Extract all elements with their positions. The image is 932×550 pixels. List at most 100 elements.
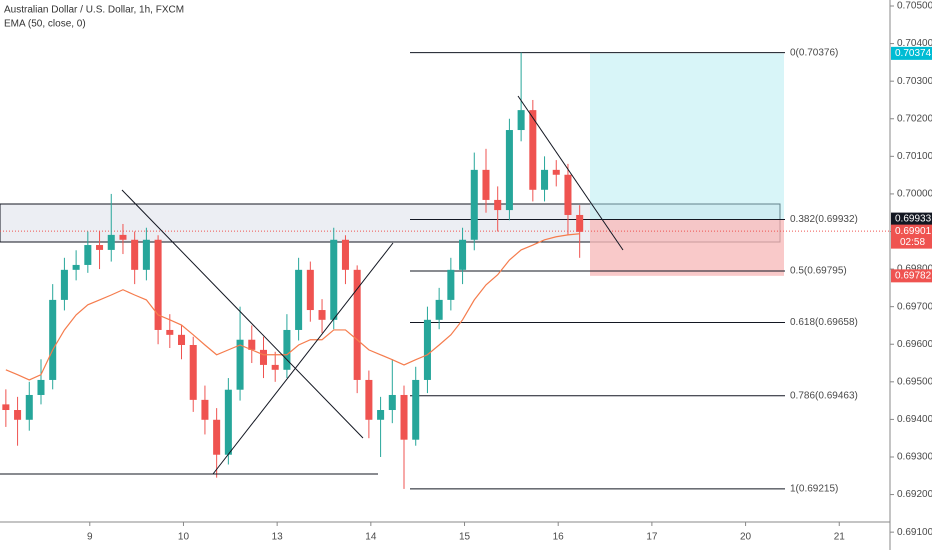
y-tick-label: 0.69700 bbox=[897, 301, 932, 312]
price-badge-label: 0.69901 bbox=[895, 226, 932, 237]
y-tick-label: 0.69800 bbox=[897, 264, 932, 275]
series bbox=[2, 52, 584, 489]
candle-body bbox=[189, 344, 197, 400]
candle-body bbox=[25, 394, 33, 420]
candle-body bbox=[353, 269, 361, 380]
chart-title: Australian Dollar / U.S. Dollar, 1h, FXC… bbox=[4, 5, 184, 16]
x-tick-label: 9 bbox=[87, 532, 93, 543]
y-tick-label: 0.69300 bbox=[897, 452, 932, 463]
candle-body bbox=[306, 269, 314, 311]
candle-body bbox=[166, 329, 174, 335]
candle-body bbox=[505, 130, 513, 211]
candle-body bbox=[330, 239, 338, 320]
candle-body bbox=[435, 299, 443, 320]
time-axis bbox=[0, 522, 932, 550]
fib-label: 0.382(0.69932) bbox=[790, 214, 858, 225]
y-tick-label: 0.70000 bbox=[897, 189, 932, 200]
price-badge-label: 0.69782 bbox=[895, 270, 932, 281]
candle-body bbox=[459, 239, 467, 270]
axis-labels: 0.70500 0.70400 0.70300 0.70200 0.70100 0.700… bbox=[87, 1, 932, 543]
indicator-label: EMA (50, close, 0) bbox=[4, 19, 86, 30]
candle-body bbox=[400, 394, 408, 440]
candle-body bbox=[283, 329, 291, 370]
candle-body bbox=[388, 394, 396, 411]
y-tick-label: 0.70400 bbox=[897, 38, 932, 49]
fib-label: 1(0.69215) bbox=[790, 484, 838, 495]
x-tick-label: 20 bbox=[740, 532, 752, 543]
price-badge bbox=[891, 46, 932, 60]
candle-body bbox=[96, 245, 104, 250]
fib-label: 0(0.70376) bbox=[790, 47, 838, 58]
candle-body bbox=[482, 169, 490, 200]
candle-body bbox=[529, 110, 537, 190]
y-tick-label: 0.70200 bbox=[897, 113, 932, 124]
y-tick-label: 0.70100 bbox=[897, 151, 932, 162]
y-tick-label: 0.69200 bbox=[897, 489, 932, 500]
price-badge bbox=[891, 269, 932, 283]
x-tick-label: 21 bbox=[834, 532, 846, 543]
fib-label: 0.5(0.69795) bbox=[790, 266, 847, 277]
candle-body bbox=[14, 410, 22, 420]
y-tick-label: 0.69100 bbox=[897, 527, 932, 538]
candle-body bbox=[119, 234, 127, 240]
candle-body bbox=[213, 419, 221, 455]
y-tick-label: 0.70300 bbox=[897, 76, 932, 87]
candle-body bbox=[49, 299, 57, 380]
candle-body bbox=[271, 364, 279, 370]
candle-body bbox=[341, 239, 349, 270]
candle-body bbox=[84, 245, 92, 265]
y-tick-label: 0.69500 bbox=[897, 376, 932, 387]
candle-body bbox=[295, 269, 303, 330]
fib-label: 0.786(0.69463) bbox=[790, 390, 858, 401]
ema-line bbox=[5, 233, 580, 381]
candle-body bbox=[576, 214, 584, 232]
candle-body bbox=[107, 234, 115, 250]
candle-body bbox=[142, 239, 150, 270]
target-zone bbox=[590, 53, 784, 220]
candle-body bbox=[318, 310, 326, 320]
price-badge-label: 0.69933 bbox=[895, 214, 932, 225]
candle-body bbox=[154, 239, 162, 330]
x-tick-label: 17 bbox=[646, 532, 658, 543]
y-tick-label: 0.70500 bbox=[897, 1, 932, 12]
y-tick-label: 0.69600 bbox=[897, 339, 932, 350]
candle-body bbox=[552, 169, 560, 175]
candle-body bbox=[447, 269, 455, 300]
trend-line bbox=[517, 95, 624, 251]
y-tick-label: 0.69400 bbox=[897, 414, 932, 425]
price-badge bbox=[891, 212, 932, 226]
candle-body bbox=[259, 349, 267, 365]
candle-body bbox=[470, 169, 478, 240]
candle-body bbox=[131, 239, 139, 270]
drawings-back: 0(0.70376) 0.382(0.69932) 0.5(0.69795) 0.61… bbox=[0, 47, 890, 495]
candle-body bbox=[423, 319, 431, 380]
candle-body bbox=[60, 269, 68, 300]
candle-body bbox=[224, 389, 232, 455]
candle-body bbox=[201, 399, 209, 420]
candle-body bbox=[412, 379, 420, 440]
candle-body bbox=[517, 110, 525, 131]
x-tick-label: 15 bbox=[459, 532, 471, 543]
countdown: 02:58 bbox=[900, 237, 925, 248]
candle-body bbox=[37, 379, 45, 395]
trend-line bbox=[212, 242, 394, 475]
candle-body bbox=[2, 404, 10, 411]
candle-body bbox=[494, 199, 502, 211]
candle-body bbox=[377, 410, 385, 420]
candle-body bbox=[541, 169, 549, 190]
candle-body bbox=[178, 334, 186, 345]
fib-label: 0.618(0.69658) bbox=[790, 317, 858, 328]
price-badge-label: 0.70374 bbox=[895, 48, 932, 59]
candle-body bbox=[236, 339, 244, 390]
stop-zone bbox=[590, 219, 784, 276]
x-tick-label: 14 bbox=[365, 532, 377, 543]
x-tick-label: 13 bbox=[272, 532, 284, 543]
candle-body bbox=[564, 174, 572, 215]
trend-line bbox=[121, 189, 364, 439]
candle-body bbox=[248, 339, 256, 350]
candle-body bbox=[365, 379, 373, 420]
drawings bbox=[0, 95, 624, 475]
candle-body bbox=[72, 264, 80, 270]
x-tick-label: 16 bbox=[553, 532, 565, 543]
